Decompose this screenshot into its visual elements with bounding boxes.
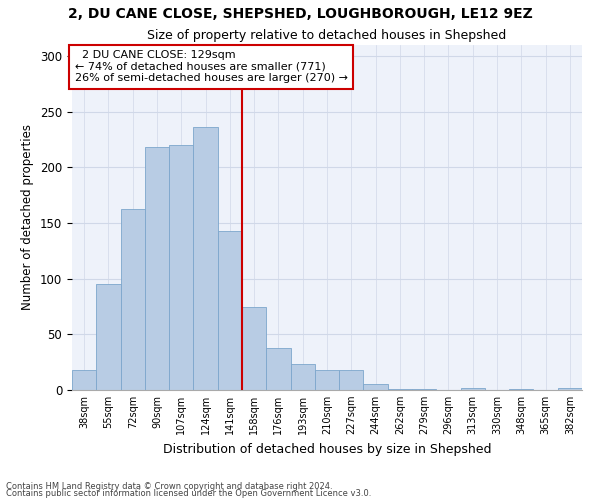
Text: Contains public sector information licensed under the Open Government Licence v3: Contains public sector information licen…	[6, 489, 371, 498]
Text: 2, DU CANE CLOSE, SHEPSHED, LOUGHBOROUGH, LE12 9EZ: 2, DU CANE CLOSE, SHEPSHED, LOUGHBOROUGH…	[68, 8, 532, 22]
Title: Size of property relative to detached houses in Shepshed: Size of property relative to detached ho…	[148, 30, 506, 43]
Bar	[121, 208, 145, 390]
Text: 2 DU CANE CLOSE: 129sqm  
← 74% of detached houses are smaller (771)
26% of semi: 2 DU CANE CLOSE: 129sqm ← 74% of detache…	[74, 50, 347, 84]
Bar	[339, 370, 364, 390]
Bar	[169, 145, 193, 390]
X-axis label: Distribution of detached houses by size in Shepshed: Distribution of detached houses by size …	[163, 442, 491, 456]
Bar	[388, 389, 412, 390]
Bar	[558, 388, 582, 390]
Bar	[412, 389, 436, 390]
Bar	[509, 389, 533, 390]
Bar	[290, 364, 315, 390]
Bar	[96, 284, 121, 390]
Bar	[193, 128, 218, 390]
Text: Contains HM Land Registry data © Crown copyright and database right 2024.: Contains HM Land Registry data © Crown c…	[6, 482, 332, 491]
Bar	[266, 348, 290, 390]
Bar	[145, 148, 169, 390]
Bar	[315, 370, 339, 390]
Bar	[218, 231, 242, 390]
Bar	[242, 306, 266, 390]
Bar	[461, 388, 485, 390]
Bar	[364, 384, 388, 390]
Y-axis label: Number of detached properties: Number of detached properties	[22, 124, 34, 310]
Bar	[72, 370, 96, 390]
